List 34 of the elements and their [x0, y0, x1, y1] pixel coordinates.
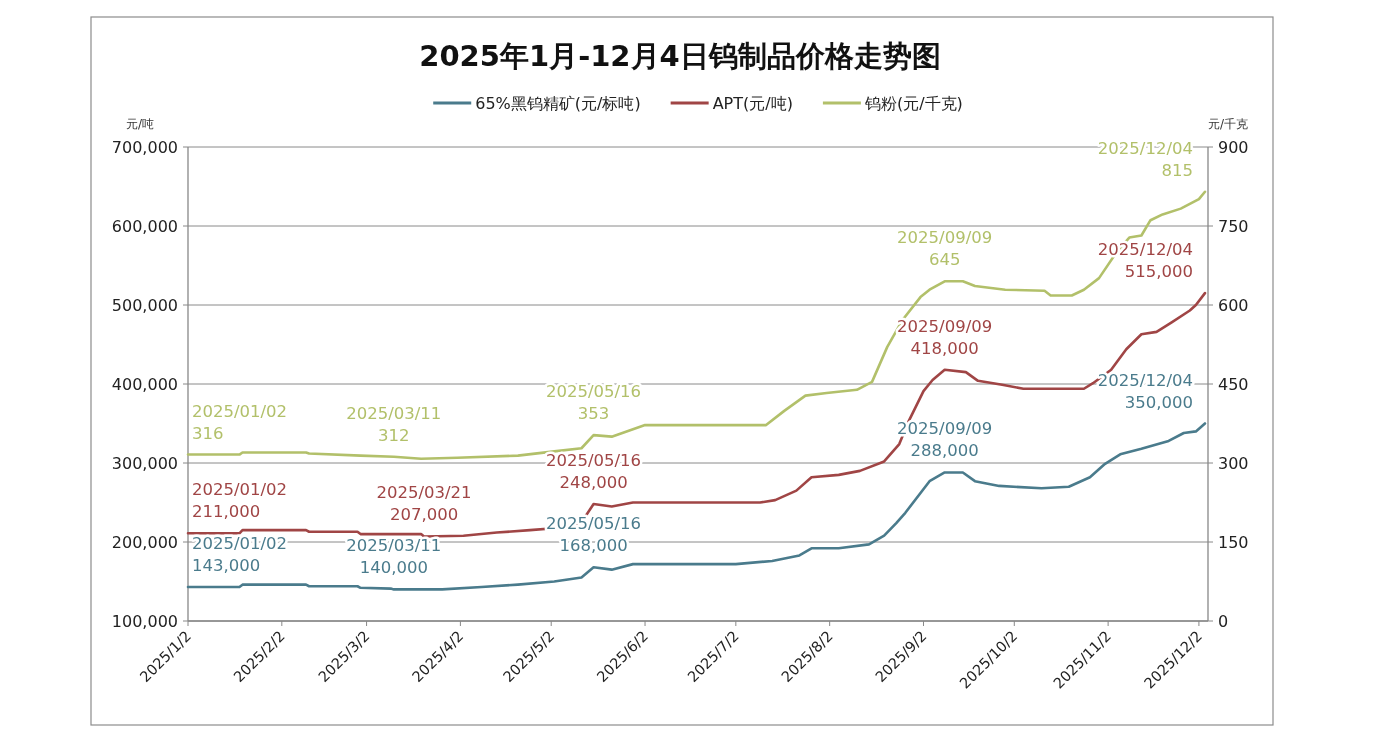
- y-tick-label: 200,000: [111, 533, 178, 552]
- legend-label: 65%黑钨精矿(元/标吨): [475, 94, 641, 113]
- data-label: 2025/05/16 248,000: [546, 451, 642, 493]
- data-label: 2025/01/02 211,000: [192, 480, 288, 522]
- y-tick-label: 400,000: [111, 375, 178, 394]
- y2-tick-label: 150: [1218, 533, 1249, 552]
- y-tick-label: 100,000: [111, 612, 178, 631]
- y2-tick-label: 0: [1218, 612, 1229, 631]
- legend-label: APT(元/吨): [712, 94, 793, 113]
- data-label: 2025/09/09 418,000: [897, 316, 993, 358]
- data-label: 2025/12/04 815: [1097, 138, 1193, 180]
- data-label: 2025/05/16 353: [546, 382, 642, 424]
- line-series: [186, 291, 1207, 538]
- chart-title: 2025年1月-12月4日钨制品价格走势图: [419, 39, 941, 73]
- legend-label: 钨粉(元/千克): [863, 94, 963, 113]
- y2-tick-label: 450: [1218, 375, 1249, 394]
- y-tick-label: 300,000: [111, 454, 178, 473]
- y-tick-label: 700,000: [111, 138, 178, 157]
- y2-tick-label: 750: [1218, 217, 1249, 236]
- data-label: 2025/01/02 143,000: [192, 534, 288, 576]
- line-series: [186, 422, 1207, 591]
- y-tick-label: 600,000: [111, 217, 178, 236]
- data-label: 2025/01/02 316: [192, 401, 288, 443]
- y2-axis-title: 元/千克: [1207, 117, 1249, 131]
- data-label: 2025/03/21 207,000: [376, 483, 472, 525]
- y-axis-title: 元/吨: [125, 117, 155, 131]
- y2-tick-label: 900: [1218, 138, 1249, 157]
- data-label: 2025/12/04 350,000: [1097, 370, 1193, 412]
- y-tick-label: 500,000: [111, 296, 178, 315]
- data-label: 2025/09/09 645: [897, 228, 993, 270]
- y2-tick-label: 300: [1218, 454, 1249, 473]
- y2-tick-label: 600: [1218, 296, 1249, 315]
- data-label: 2025/03/11 312: [346, 403, 442, 445]
- data-label: 2025/03/11 140,000: [346, 536, 442, 578]
